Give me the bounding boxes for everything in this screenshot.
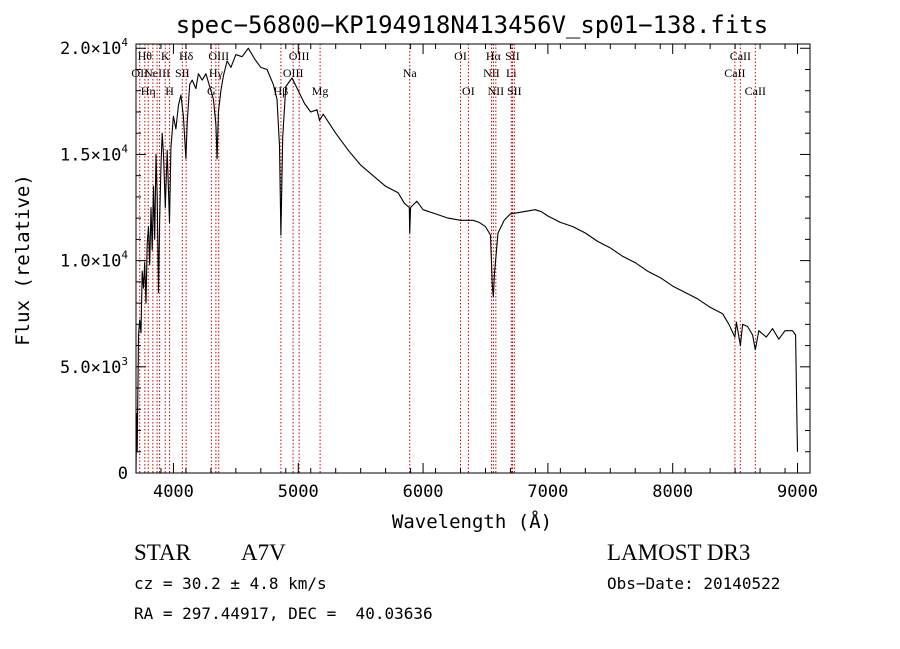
line-marker-label: OI [462,84,475,98]
line-marker-label: K [161,49,170,63]
x-tick-label: 6000 [403,482,444,502]
x-tick-label: 9000 [777,482,818,502]
line-marker-label: NII [488,84,505,98]
line-marker-label: OIII [208,49,229,63]
line-marker-label: CaII [730,49,751,63]
line-marker-label: OI [454,49,467,63]
line-marker-label: SII [175,66,190,80]
line-marker-label: CaII [745,84,766,98]
line-marker-label: Hθ [138,49,153,63]
line-marker-label: Li [506,66,517,80]
observation-date: Obs−Date: 20140522 [607,574,781,593]
line-marker-label: Mg [312,84,329,98]
x-tick-label: 8000 [652,482,693,502]
y-axis-label: Flux (relative) [12,174,34,346]
line-marker-label: CaII [724,66,745,80]
line-marker-label: Hδ [179,49,194,63]
y-tick-label: 2.0×104 [60,36,128,59]
redshift-velocity: cz = 30.2 ± 4.8 km/s [134,574,327,593]
object-class: STAR [134,540,191,565]
x-tick-label: 7000 [527,482,568,502]
axis-ticks: 4000 5000 6000 7000 8000 9000 0 5.0×103 1.0×104 1… [60,36,818,502]
spectral-line-markers: OIIHθHηNeIIIKHSIIHδGHγOIIIHβOIIIOIIIMgNa… [131,44,766,473]
y-tick-label: 1.5×104 [60,142,128,165]
line-marker-label: SII [507,84,522,98]
spectrum-series [135,47,799,474]
x-axis-label: Wavelength (Å) [392,510,552,533]
line-marker-label: Hγ [209,66,224,80]
y-tick-label: 1.0×104 [60,249,128,272]
line-marker-label: H [165,84,174,98]
survey-name: LAMOST DR3 [607,540,751,565]
line-marker-label: Hα [486,49,502,63]
y-tick-label: 5.0×103 [60,355,128,378]
chart-title: spec−56800−KP194918N413456V_sp01−138.fit… [176,11,768,39]
x-tick-label: 4000 [153,482,194,502]
x-tick-label: 5000 [278,482,319,502]
coordinates: RA = 297.44917, DEC = 40.03636 [134,604,433,623]
line-marker-label: NII [483,66,500,80]
line-marker-label: SII [505,49,520,63]
plot-frame [135,43,811,474]
spectrum-line [135,47,799,474]
object-subclass: A7V [241,540,286,565]
line-marker-label: Hη [141,84,156,98]
line-marker-label: Na [403,66,418,80]
line-marker-label: NeIII [144,66,170,80]
line-marker-label: Hβ [274,84,289,98]
y-tick-label: 0 [118,464,128,484]
line-marker-label: OIII [289,49,310,63]
line-marker-label: OIII [283,66,304,80]
